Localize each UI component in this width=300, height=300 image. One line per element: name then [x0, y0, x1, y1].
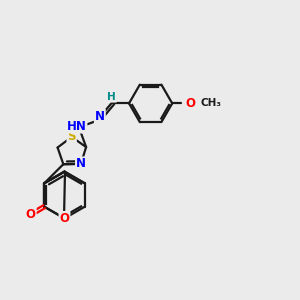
Text: O: O	[26, 208, 36, 221]
Text: O: O	[186, 97, 196, 110]
Text: O: O	[59, 212, 70, 225]
Text: CH₃: CH₃	[201, 98, 222, 108]
Text: S: S	[68, 130, 76, 143]
Text: N: N	[95, 110, 105, 122]
Text: N: N	[76, 158, 86, 170]
Text: HN: HN	[67, 120, 86, 133]
Text: H: H	[107, 92, 116, 102]
